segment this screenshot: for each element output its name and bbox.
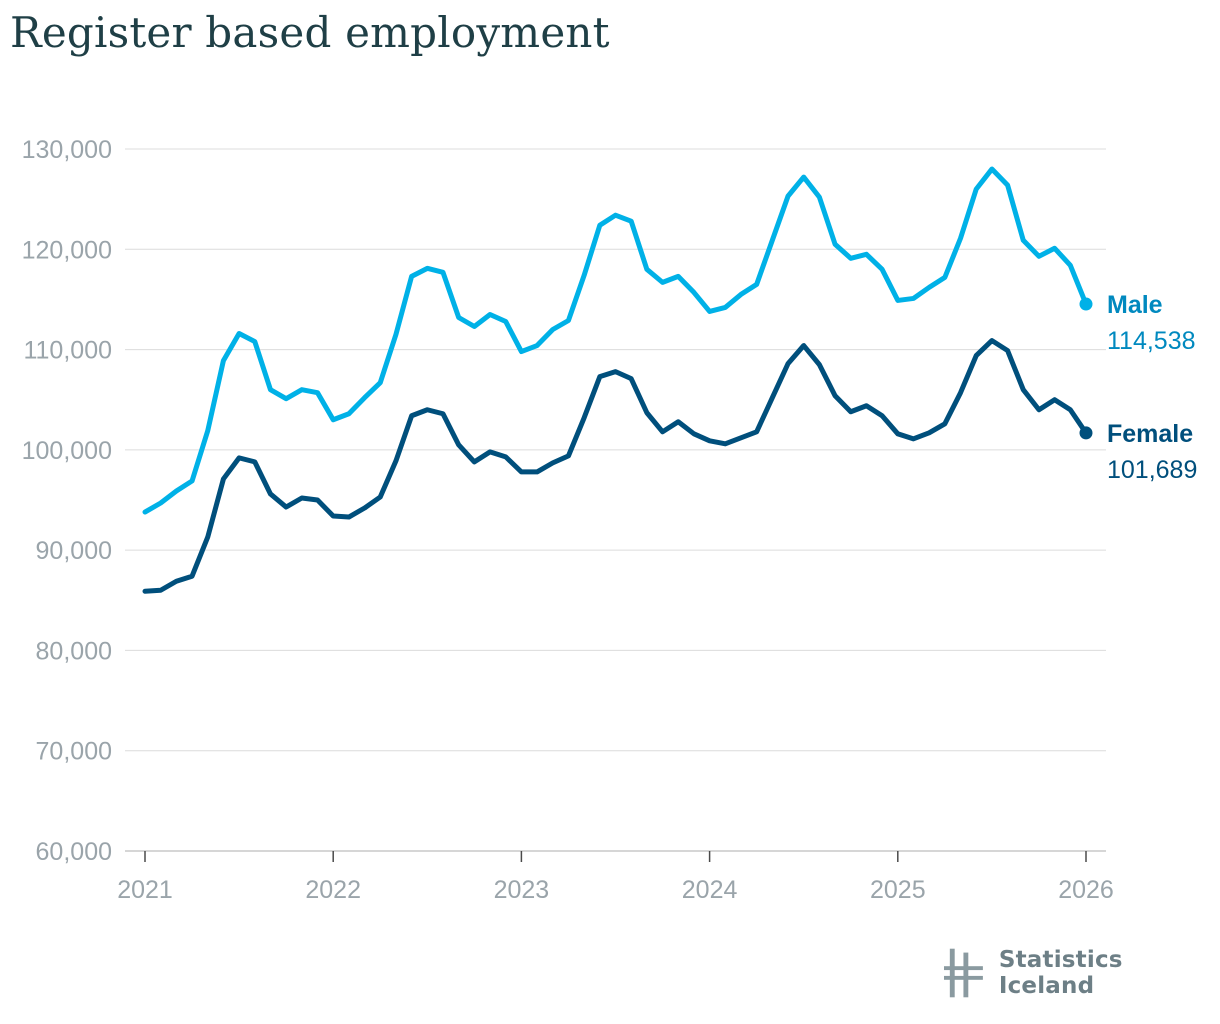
end-label-name-female: Female [1107,420,1193,448]
end-label-value-male: 114,538 [1107,327,1196,355]
y-tick-label: 130,000 [22,136,112,164]
chart-title: Register based employment [10,8,610,57]
end-label-value-female: 101,689 [1107,456,1197,484]
x-tick-label: 2022 [305,876,361,904]
end-labels: Male 114,538 Female 101,689 [1107,291,1197,484]
series-endpoint-male [1079,297,1093,311]
x-tick-label: 2023 [494,876,550,904]
x-tick-label: 2026 [1058,876,1114,904]
statistics-iceland-logo: Statistics Iceland [944,946,1220,1000]
y-tick-label: 70,000 [36,738,112,766]
x-tick-label: 2025 [870,876,926,904]
x-tick-label: 2021 [117,876,173,904]
y-tick-label: 120,000 [22,236,112,264]
logo-text: Statistics Iceland [998,947,1123,999]
series-line-female [142,338,1089,594]
y-tick-label: 100,000 [22,437,112,465]
statistics-iceland-logo-icon [944,948,983,998]
series-line-male [142,166,1089,515]
series-endpoint-female [1079,426,1093,440]
x-axis: 2021 2022 2023 2024 2025 2026 [117,851,1114,904]
end-label-name-male: Male [1107,291,1163,319]
series-lines [142,166,1093,594]
y-tick-label: 90,000 [36,537,112,565]
y-axis-tick-labels: 60,000 70,000 80,000 90,000 100,000 110,000 12… [22,136,112,866]
y-tick-label: 80,000 [36,637,112,665]
gridlines [125,148,1106,852]
y-tick-label: 60,000 [36,838,112,866]
y-tick-label: 110,000 [23,337,112,365]
x-tick-label: 2024 [682,876,738,904]
